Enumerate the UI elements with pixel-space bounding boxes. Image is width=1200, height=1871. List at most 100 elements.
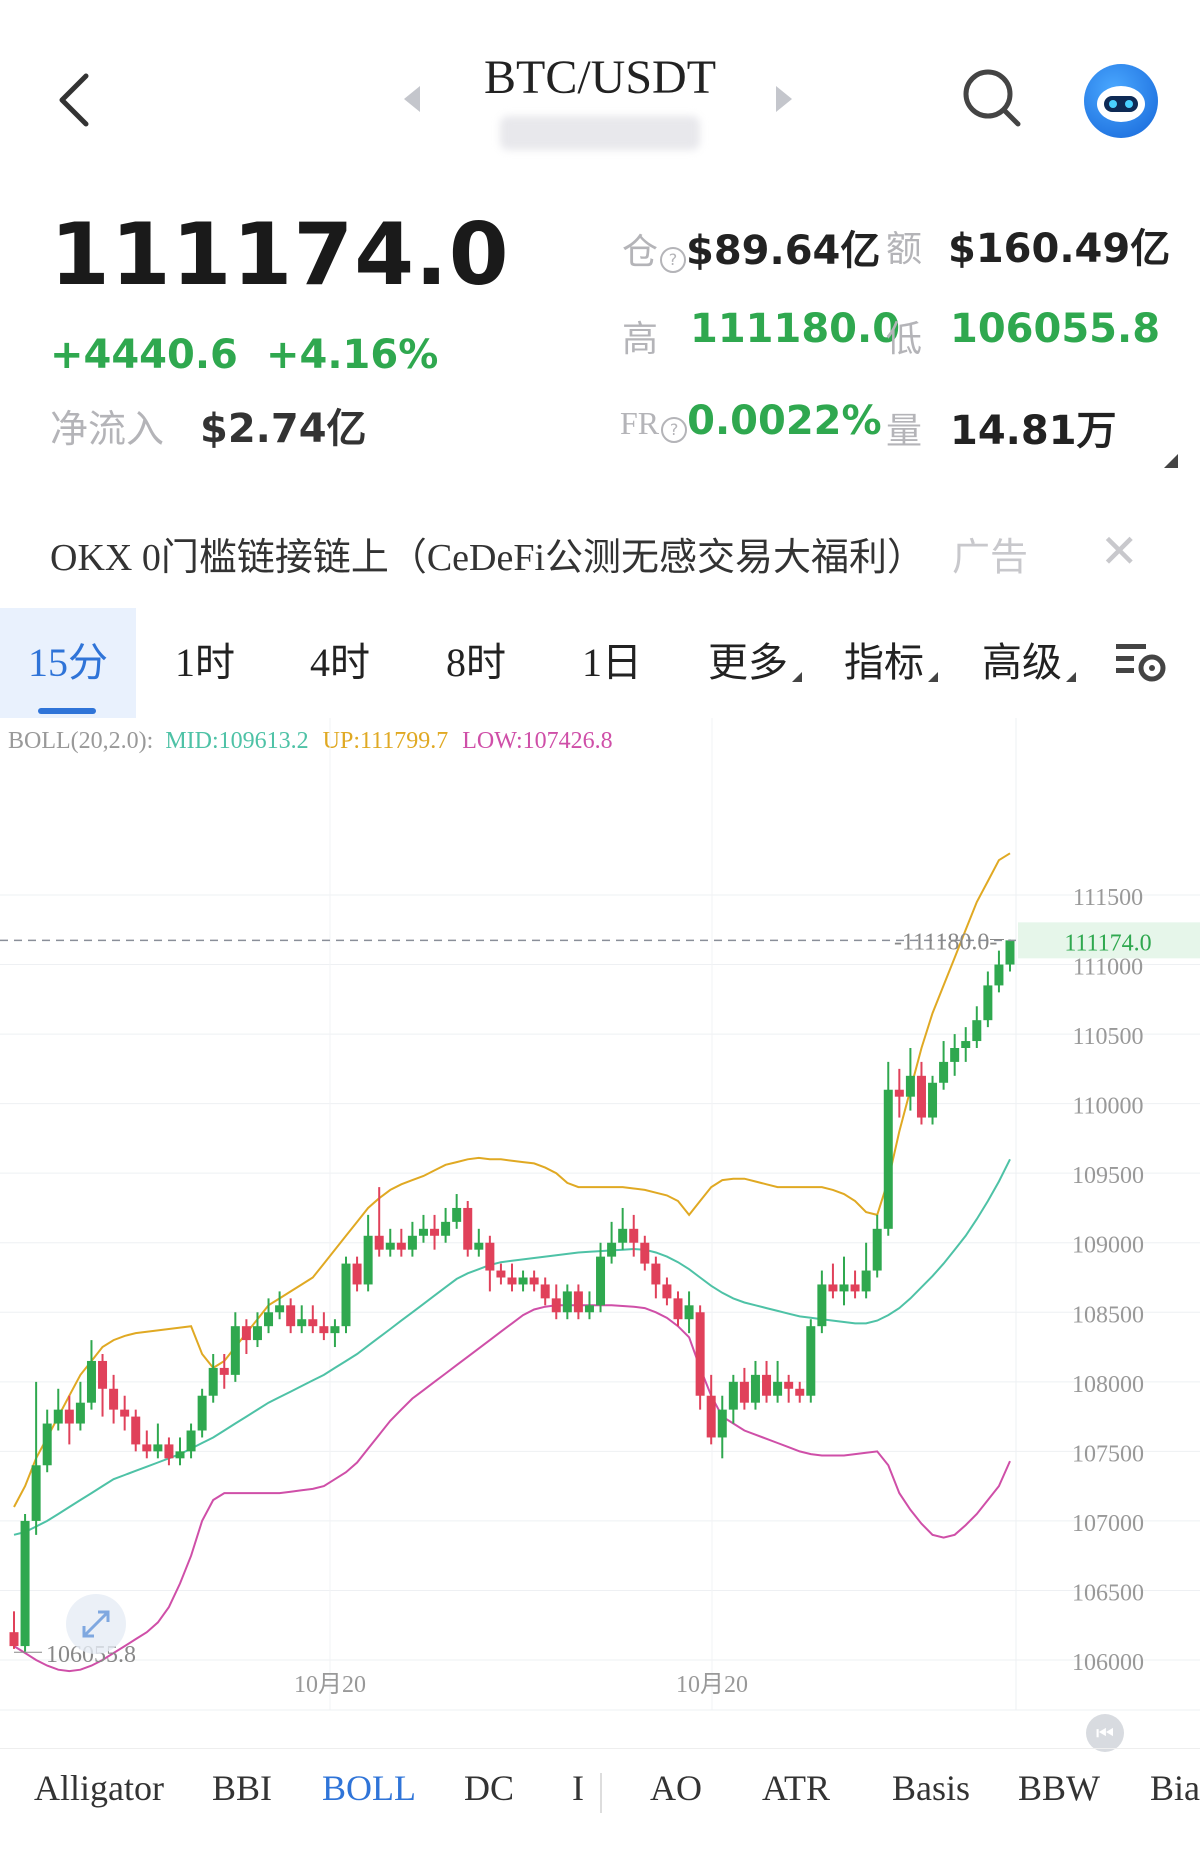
candle-body xyxy=(839,1284,849,1292)
tab-indicators[interactable]: 指标 xyxy=(844,608,938,718)
tab-advanced[interactable]: 高级 xyxy=(982,608,1076,718)
candle-body xyxy=(850,1284,860,1292)
oi-value: $89.64亿 xyxy=(686,228,881,274)
indicator-i[interactable]: I xyxy=(572,1768,584,1808)
candle-body xyxy=(662,1284,672,1299)
candle-body xyxy=(939,1061,949,1083)
price-change-absolute: +4440.6 xyxy=(50,332,238,378)
indicator-bar: Alligator BBI BOLL DC I AO ATR Basis BBW… xyxy=(0,1748,1200,1829)
dropdown-icon xyxy=(928,672,938,682)
previous-pair-button[interactable] xyxy=(402,84,424,114)
next-pair-button[interactable] xyxy=(772,84,794,114)
funding-rate-stat[interactable]: FR? 0.0022% xyxy=(620,398,882,444)
close-ad-button[interactable]: ✕ xyxy=(1100,524,1139,578)
candle-body xyxy=(396,1242,406,1250)
boll-mid: MID:109613.2 xyxy=(165,728,309,754)
candle-body xyxy=(319,1326,329,1334)
indicator-atr[interactable]: ATR xyxy=(762,1768,831,1808)
candle-body xyxy=(961,1041,971,1048)
candle-body xyxy=(618,1228,628,1243)
reset-zoom-button[interactable] xyxy=(66,1594,126,1654)
candle-body xyxy=(164,1444,174,1459)
indicator-bbi[interactable]: BBI xyxy=(212,1768,273,1808)
tab-1h[interactable]: 1时 xyxy=(175,640,235,685)
indicator-alligator[interactable]: Alligator xyxy=(34,1768,164,1808)
candle-body xyxy=(208,1367,218,1396)
candle-body xyxy=(795,1388,805,1396)
active-tab-indicator xyxy=(38,708,96,714)
candle-body xyxy=(219,1367,229,1375)
indicator-basis[interactable]: Basis xyxy=(892,1768,971,1808)
candle-body xyxy=(53,1409,63,1424)
pair-title[interactable]: BTC/USDT xyxy=(483,51,717,104)
candle-body xyxy=(950,1048,960,1062)
candle-body xyxy=(784,1381,794,1389)
candle-body xyxy=(230,1326,240,1375)
candle-body xyxy=(286,1305,296,1327)
candle-body xyxy=(153,1444,163,1452)
amount-value: $160.49亿 xyxy=(948,226,1171,272)
candle-body xyxy=(441,1221,451,1236)
candle-body xyxy=(540,1284,550,1299)
candle-body xyxy=(518,1277,528,1285)
candlestick-chart[interactable]: 111500 111000 110500 110000 109500 109000 1085… xyxy=(0,718,1200,1718)
skip-to-end-icon: ⏮ xyxy=(1096,1721,1114,1745)
boll-name: BOLL(20,2.0): xyxy=(8,728,154,754)
y-tick-label: 110000 xyxy=(1072,1094,1143,1120)
high-label: 高 xyxy=(622,319,659,360)
candle-body xyxy=(452,1207,462,1222)
indicator-bias[interactable]: Bias xyxy=(1150,1768,1200,1808)
boll-legend[interactable]: BOLL(20,2.0): MID:109613.2 UP:111799.7 L… xyxy=(8,728,613,755)
candle-body xyxy=(341,1263,351,1327)
candle-body xyxy=(905,1075,915,1097)
indicator-boll[interactable]: BOLL xyxy=(322,1768,416,1808)
candle-body xyxy=(407,1235,417,1250)
indicator-divider xyxy=(600,1773,602,1813)
candle-body xyxy=(175,1451,185,1459)
candle-body xyxy=(385,1242,395,1250)
candle-body xyxy=(42,1423,52,1466)
candle-body xyxy=(607,1242,617,1257)
x-tick-label: 10月20 xyxy=(294,1672,366,1698)
candle-body xyxy=(352,1263,362,1285)
open-interest-stat[interactable]: 仓? $89.64亿 xyxy=(622,218,880,276)
back-button[interactable] xyxy=(52,70,102,130)
candle-body xyxy=(928,1082,938,1118)
candle-body xyxy=(728,1381,738,1410)
search-icon xyxy=(963,69,1021,127)
candle-body xyxy=(706,1395,716,1438)
candle-body xyxy=(596,1256,606,1306)
ad-banner-text[interactable]: OKX 0门槛链接链上（CeDeFi公测无感交易大福利） xyxy=(50,537,926,579)
high-marker-label: -111180.0- xyxy=(894,930,997,956)
tab-more[interactable]: 更多 xyxy=(708,608,802,718)
candle-body xyxy=(894,1089,904,1097)
candle-body xyxy=(86,1360,96,1403)
candle-body xyxy=(297,1319,307,1327)
indicator-ao[interactable]: AO xyxy=(650,1768,702,1808)
candle-body xyxy=(817,1284,827,1327)
help-icon[interactable]: ? xyxy=(661,416,688,443)
y-tick-label: 108500 xyxy=(1072,1302,1144,1328)
tab-8h[interactable]: 8时 xyxy=(446,640,506,685)
tab-4h[interactable]: 4时 xyxy=(310,640,370,685)
candle-body xyxy=(562,1291,572,1313)
assistant-bot-avatar[interactable] xyxy=(1084,64,1158,138)
candle-body xyxy=(197,1395,207,1431)
help-icon[interactable]: ? xyxy=(660,246,687,273)
dropdown-icon xyxy=(792,672,802,682)
indicator-dc[interactable]: DC xyxy=(464,1768,515,1808)
indicator-bbw[interactable]: BBW xyxy=(1018,1768,1101,1808)
tab-1d[interactable]: 1日 xyxy=(582,640,642,685)
tab-15m[interactable]: 15分 xyxy=(0,608,136,718)
y-tick-label: 107000 xyxy=(1072,1511,1144,1537)
candle-body xyxy=(463,1207,473,1250)
fr-value: 0.0022% xyxy=(687,398,882,444)
expand-stats-icon[interactable] xyxy=(1164,454,1178,468)
y-tick-label: 111000 xyxy=(1073,955,1143,981)
scroll-to-latest-button[interactable]: ⏮ xyxy=(1086,1714,1124,1752)
search-button[interactable] xyxy=(960,66,1024,130)
candle-body xyxy=(418,1228,428,1236)
chart-settings-button[interactable] xyxy=(1112,638,1170,688)
pair-subtitle-blurred xyxy=(500,116,700,150)
y-tick-label: 108000 xyxy=(1072,1372,1144,1398)
